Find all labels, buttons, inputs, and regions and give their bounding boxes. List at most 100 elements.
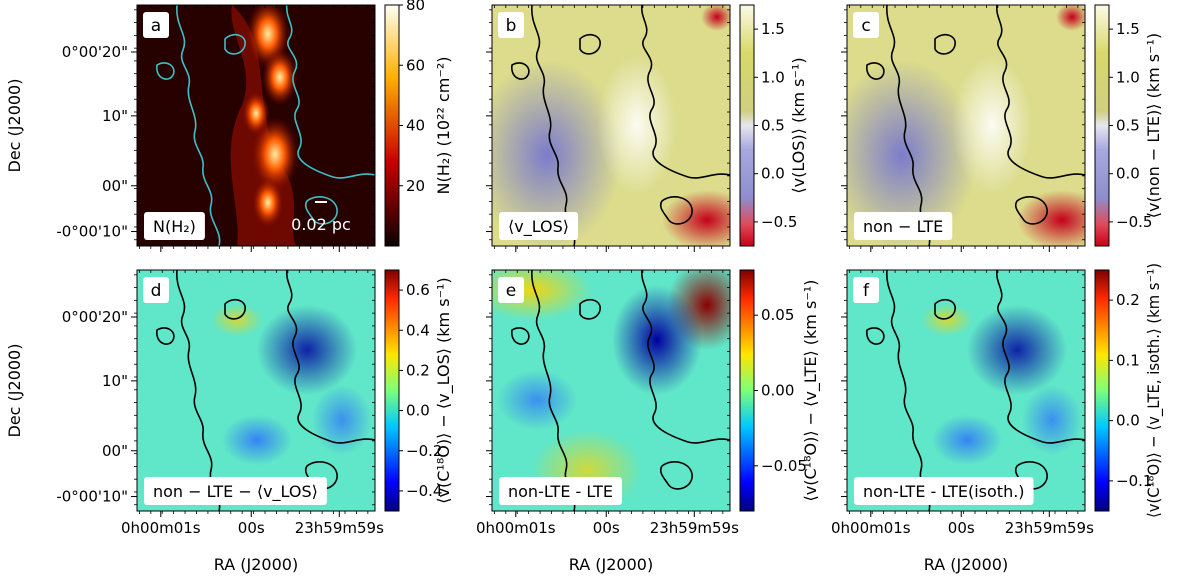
inset-label: N(H₂) bbox=[153, 217, 196, 236]
contour-line bbox=[176, 270, 221, 511]
colorbar-tick-label: −0.2 bbox=[406, 442, 442, 460]
y-tick-label: 0°00'20" bbox=[62, 308, 128, 326]
panel-letter-box bbox=[853, 277, 879, 303]
colorbar-label: ⟨v(C¹⁸O)⟩ − ⟨v_LTE, isoth.⟩ (km s⁻¹) bbox=[1144, 263, 1164, 518]
contours bbox=[156, 270, 375, 511]
panel-letter: d bbox=[151, 281, 162, 301]
x-tick-label: 00s bbox=[948, 519, 975, 537]
panel-e: 0h00m01s 00s 23h59m59s RA (J2000) e non-LTE -… bbox=[476, 269, 821, 574]
contour-line bbox=[579, 33, 601, 55]
colorbar-tick-label: 0.4 bbox=[406, 321, 430, 339]
bright-core bbox=[261, 48, 298, 107]
contour-line bbox=[286, 270, 375, 444]
contours bbox=[511, 5, 730, 246]
contour-line bbox=[224, 298, 246, 320]
x-tick-label: 0h00m01s bbox=[121, 519, 201, 537]
colorbar-tick-label: 0.5 bbox=[761, 117, 785, 135]
contour-line bbox=[866, 327, 885, 345]
colorbar-label: N(H₂) (10²² cm⁻²) bbox=[434, 57, 453, 195]
y-tick-label: 00" bbox=[102, 442, 128, 460]
panel-letter: e bbox=[506, 281, 516, 301]
contours bbox=[866, 5, 1085, 246]
contours bbox=[866, 270, 1085, 511]
colorbar-tick-label: 0.0 bbox=[406, 402, 430, 420]
contours bbox=[511, 270, 730, 511]
inset-label-box bbox=[854, 477, 1034, 505]
blue-region bbox=[847, 60, 977, 246]
bright-region bbox=[597, 55, 677, 195]
warm-region bbox=[211, 304, 263, 336]
colorbar-tick-label: −0.1 bbox=[1116, 472, 1152, 490]
colorbar-tick-label: 80 bbox=[406, 0, 425, 14]
colorbar-tick-label: −0.5 bbox=[1116, 213, 1152, 231]
panel-d: 0h00m01s 00s 23h59m59s 0°00'20" 10" 00" -0°00'… bbox=[5, 269, 454, 574]
contour-line bbox=[934, 33, 956, 55]
inset-label: non − LTE bbox=[863, 217, 943, 236]
colorbar-tick-label: 0.05 bbox=[761, 306, 794, 324]
contour-line bbox=[1014, 196, 1048, 225]
inset-label: non-LTE - LTE(isoth.) bbox=[863, 482, 1025, 501]
contour-line bbox=[886, 270, 931, 511]
contour-line bbox=[1014, 461, 1048, 490]
red-region bbox=[701, 5, 730, 31]
contour-line bbox=[641, 270, 730, 444]
contour-line bbox=[156, 62, 175, 80]
panel-a: 0°00'20" 10" 00" -0°00'10" Dec (J2000) a N(H₂)… bbox=[5, 0, 453, 252]
colorbar-tick-label: −0.5 bbox=[761, 213, 797, 231]
heatmap-image bbox=[137, 5, 375, 246]
contour-line bbox=[641, 5, 730, 179]
contour-line bbox=[511, 62, 530, 80]
plot-frame bbox=[846, 4, 1086, 247]
plot-frame bbox=[491, 269, 731, 512]
blue-region bbox=[492, 60, 622, 246]
colorbar-tick-label: 0.1 bbox=[1116, 351, 1140, 369]
panel-letter: b bbox=[506, 16, 517, 36]
red-region bbox=[1017, 190, 1085, 246]
colorbar bbox=[384, 269, 400, 512]
colorbar-label: ⟨v(non − LTE)⟩ (km s⁻¹) bbox=[1144, 33, 1163, 218]
x-axis-label: RA (J2000) bbox=[924, 555, 1008, 574]
y-axis-label: Dec (J2000) bbox=[5, 344, 24, 438]
cool-region bbox=[312, 385, 372, 455]
colorbar-tick-label: 0.0 bbox=[1116, 165, 1140, 183]
warm-region bbox=[921, 304, 973, 336]
colorbar-tick-label: 1.5 bbox=[1116, 20, 1140, 38]
colorbar bbox=[384, 4, 400, 247]
colorbar-tick-label: 40 bbox=[406, 117, 425, 135]
warm-region bbox=[492, 270, 592, 320]
contour-line bbox=[304, 196, 338, 225]
y-tick-label: -0°00'10" bbox=[56, 223, 128, 241]
colorbar-tick-label: 0.0 bbox=[1116, 412, 1140, 430]
y-tick-label: 0°00'20" bbox=[62, 43, 128, 61]
x-tick-label: 23h59m59s bbox=[650, 519, 739, 537]
inset-label-box bbox=[144, 212, 205, 240]
cool-region bbox=[222, 415, 292, 465]
panel-c: c non − LTE −0.5 0.0 0.5 1.0 1.5⟨v(non − LTE)⟩… bbox=[841, 4, 1163, 252]
contour-line bbox=[996, 270, 1085, 444]
y-tick-label: 10" bbox=[102, 107, 128, 125]
cool-region bbox=[1022, 385, 1082, 455]
cold-region bbox=[967, 305, 1067, 395]
inset-label: non-LTE - LTE bbox=[508, 482, 613, 501]
x-tick-label: 23h59m59s bbox=[295, 519, 384, 537]
colorbar-tick-label: 0.2 bbox=[1116, 291, 1140, 309]
red-region bbox=[1056, 5, 1085, 31]
colorbar-tick-label: 0.6 bbox=[406, 281, 430, 299]
panel-letter-box bbox=[143, 12, 169, 38]
contour-line bbox=[886, 5, 931, 246]
contour-line bbox=[934, 298, 956, 320]
panel-letter-box bbox=[498, 12, 524, 38]
x-axis-label: RA (J2000) bbox=[569, 555, 653, 574]
colorbar-tick-label: 1.5 bbox=[761, 20, 785, 38]
scale-bar-label: 0.02 pc bbox=[291, 215, 351, 234]
cold-region bbox=[257, 305, 357, 395]
y-tick-label: -0°00'10" bbox=[56, 488, 128, 506]
colorbar-tick-label: 1.0 bbox=[761, 68, 785, 86]
inset-label-box bbox=[499, 477, 622, 505]
colorbar bbox=[1094, 4, 1110, 247]
contour-line bbox=[304, 461, 338, 490]
colorbar-tick-label: −0.05 bbox=[761, 457, 807, 475]
colorbar-tick-label: 20 bbox=[406, 177, 425, 195]
contour-line bbox=[531, 270, 576, 511]
bright-core bbox=[251, 116, 300, 193]
